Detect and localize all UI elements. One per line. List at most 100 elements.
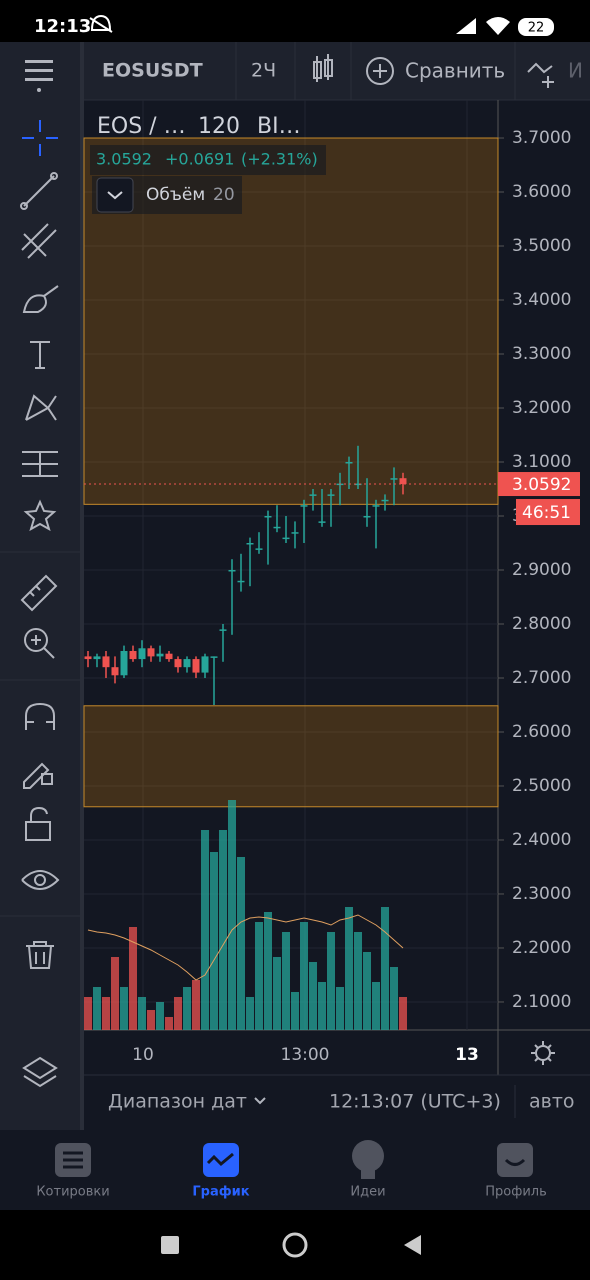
battery-level: 22 <box>528 21 545 36</box>
chart-type-icon[interactable] <box>313 54 333 82</box>
price-label-bg <box>498 472 580 497</box>
interval[interactable]: 2Ч <box>251 60 276 82</box>
y-tick-label: 3.2000 <box>512 398 571 418</box>
volume-bar <box>300 922 308 1030</box>
volume-bar <box>363 952 371 1030</box>
volume-bar <box>309 962 317 1030</box>
volume-bar <box>354 932 362 1030</box>
y-tick-label: 2.8000 <box>512 614 571 634</box>
candle-body <box>399 478 407 485</box>
candle-body <box>219 629 227 631</box>
nav-label[interactable]: Профиль <box>485 1185 547 1200</box>
bottom-nav <box>0 1130 590 1210</box>
candle-body <box>93 656 101 660</box>
collapse-button[interactable] <box>96 177 134 213</box>
y-tick-label: 2.9000 <box>512 560 571 580</box>
candle-body <box>201 656 209 673</box>
y-tick-label: 2.2000 <box>512 938 571 958</box>
candle-body <box>84 656 92 660</box>
y-tick-label: 2.3000 <box>512 884 571 904</box>
volume-ma-line <box>87 914 404 981</box>
volume-bar <box>183 987 191 1030</box>
recents-button[interactable] <box>161 1236 179 1254</box>
chevron <box>254 1097 266 1105</box>
volume-bar <box>246 997 254 1030</box>
candle-body <box>318 521 326 523</box>
candle-body <box>237 580 245 583</box>
app <box>0 42 590 1130</box>
nav-icons[interactable] <box>55 1140 533 1179</box>
auto-scale-button[interactable]: авто <box>529 1091 575 1113</box>
candle-body <box>165 653 173 660</box>
y-tick-label: 2.7000 <box>512 668 571 688</box>
battery-icon <box>518 18 554 36</box>
volume-bar <box>327 932 335 1030</box>
nav-label[interactable]: Котировки <box>36 1185 109 1200</box>
volume-bar <box>156 1002 164 1030</box>
y-tick-label: 3.7000 <box>512 128 571 148</box>
candle-body <box>147 648 155 657</box>
candle-body <box>102 656 110 668</box>
volume-bar <box>93 987 101 1030</box>
x-tick-label: 13 <box>455 1045 479 1065</box>
settings-icon[interactable] <box>531 1041 555 1065</box>
candle-body <box>111 667 119 676</box>
candle-body <box>228 569 236 572</box>
y-tick-label: 3.1000 <box>512 452 571 472</box>
volume-bar <box>399 997 407 1030</box>
volume-bar <box>201 830 209 1030</box>
y-tick-label: 2.5000 <box>512 776 571 796</box>
volume-length: 20 <box>213 185 235 205</box>
candle-body <box>282 537 290 540</box>
nav-label[interactable]: Идеи <box>350 1185 385 1200</box>
y-tick-label: 3.3000 <box>512 344 571 364</box>
legend-price: 3.0592 <box>96 150 152 169</box>
price-zone <box>83 705 499 808</box>
compare-button[interactable]: Сравнить <box>405 59 505 83</box>
timezone-clock[interactable]: 12:13:07 (UTC+3) <box>329 1091 501 1113</box>
y-tick-label: 3.6000 <box>512 182 571 202</box>
volume-bar <box>102 997 110 1030</box>
legend-change-pct: (+2.31%) <box>241 150 318 169</box>
candle-body <box>363 515 371 518</box>
candle-body <box>120 650 128 676</box>
x-tick-label: 10 <box>132 1045 154 1065</box>
back-button[interactable] <box>404 1235 421 1255</box>
indicators-icon[interactable] <box>527 62 554 88</box>
y-tick-label: 2.6000 <box>512 722 571 742</box>
home-button[interactable] <box>282 1232 308 1258</box>
volume-bar <box>282 932 290 1030</box>
volume-bar <box>336 987 344 1030</box>
top-toolbar <box>84 42 590 100</box>
indicators-button[interactable]: И <box>568 59 583 83</box>
candle-body <box>264 515 272 518</box>
symbol[interactable]: EOSUSDT <box>102 60 203 82</box>
volume-bar <box>291 992 299 1030</box>
nav-label[interactable]: График <box>192 1185 249 1200</box>
legend-change: +0.0691 <box>165 150 234 169</box>
countdown-bg <box>516 499 580 526</box>
menu-icon[interactable] <box>25 60 53 92</box>
volume-bar <box>390 967 398 1030</box>
clock: 12:13 <box>34 16 91 37</box>
candle-body <box>309 494 317 496</box>
compare-icon[interactable] <box>366 57 394 85</box>
candle-body <box>273 526 281 529</box>
candle-body <box>156 653 164 657</box>
volume-bar <box>228 800 236 1030</box>
price-label: 3.0592 <box>512 475 571 495</box>
candle-body <box>138 648 146 660</box>
mute-icon <box>89 14 113 33</box>
volume-legend: Объём <box>146 185 205 205</box>
volume-bar <box>372 982 380 1030</box>
candle-body <box>345 461 353 464</box>
volume-bar <box>165 1017 173 1030</box>
date-range-button[interactable]: Диапазон дат <box>108 1091 247 1113</box>
candle-body <box>291 532 299 534</box>
tool-icons[interactable] <box>20 120 60 1088</box>
candle-body <box>129 650 137 660</box>
volume-bar <box>111 957 119 1030</box>
candle-body <box>300 505 308 507</box>
